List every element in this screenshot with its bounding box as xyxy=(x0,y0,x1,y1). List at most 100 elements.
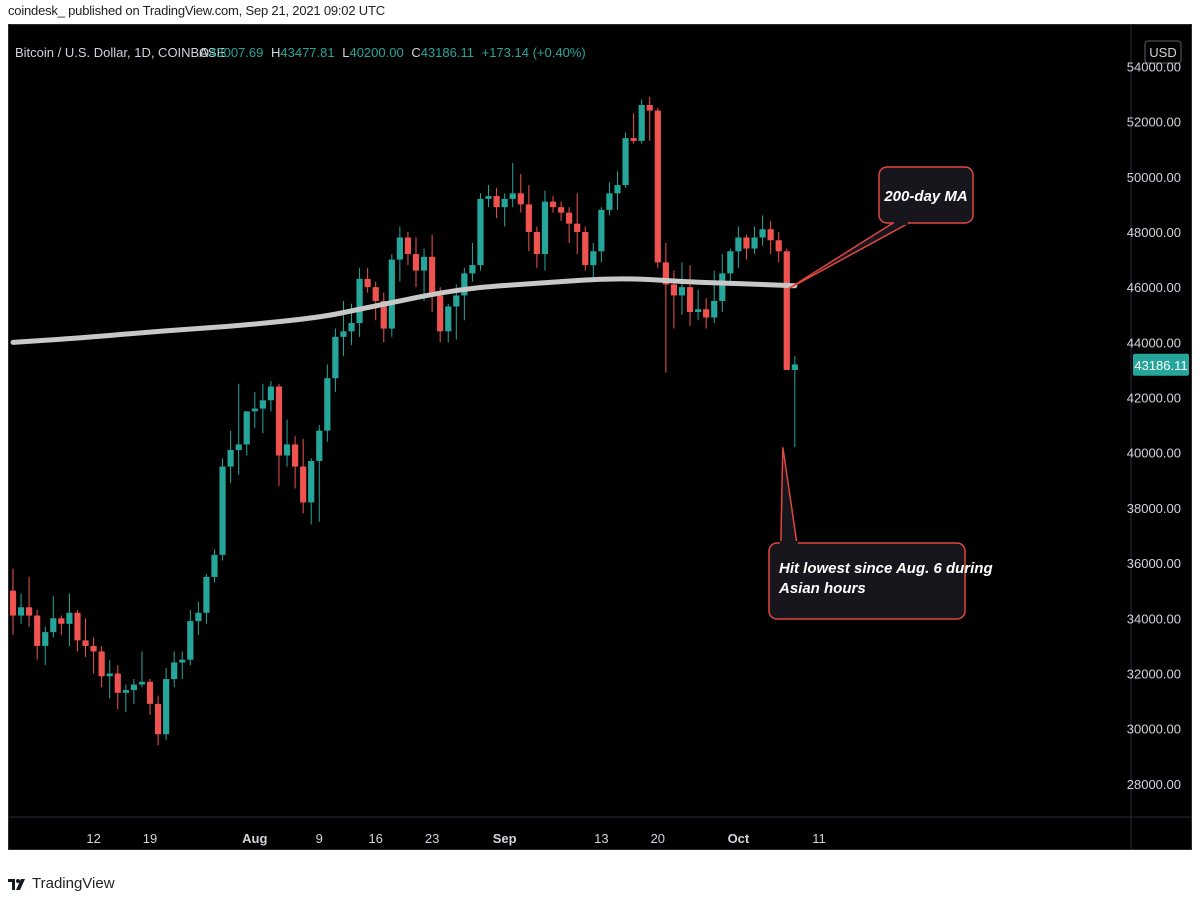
candle-body xyxy=(154,703,162,735)
annotation-low-join xyxy=(779,541,798,545)
candle-body xyxy=(146,681,154,704)
candles-layer xyxy=(9,96,798,746)
candle-body xyxy=(179,659,186,663)
candle-body xyxy=(122,690,129,693)
candle-body xyxy=(695,309,702,312)
open-value: 43007.69 xyxy=(209,45,263,60)
y-tick-label: 48000.00 xyxy=(1127,225,1181,240)
candle-body xyxy=(396,237,403,260)
currency-badge[interactable] xyxy=(1144,40,1182,64)
tradingview-logo-icon xyxy=(8,878,25,890)
x-tick-label: 11 xyxy=(812,831,826,846)
y-tick-label: 54000.00 xyxy=(1127,59,1181,74)
x-tick-label: 9 xyxy=(316,831,323,846)
candle-body xyxy=(525,204,532,232)
x-tick-label: Oct xyxy=(728,831,750,846)
footer-brand[interactable]: TradingView xyxy=(8,875,115,892)
time-axis[interactable]: 12 19 Aug 9 16 23 Sep 13 20 Oct 11 xyxy=(86,831,825,846)
candle-body xyxy=(727,251,734,274)
candle-body xyxy=(654,110,661,263)
candle-body xyxy=(686,287,694,312)
candle-body xyxy=(187,621,194,660)
candle-body xyxy=(74,612,81,641)
candle-body xyxy=(171,662,178,680)
ohlc-readout: O43007.69 H43477.81 L40200.00 C43186.11 … xyxy=(199,45,586,60)
candle-body xyxy=(557,207,565,213)
candle-body xyxy=(429,256,436,296)
candle-body xyxy=(114,673,121,693)
ma-200-line xyxy=(10,276,798,345)
low-label: L xyxy=(342,45,349,60)
candle-body xyxy=(549,201,557,208)
close-label: C xyxy=(411,45,420,60)
candle-body xyxy=(308,461,315,503)
candle-body xyxy=(300,466,307,503)
candle-body xyxy=(259,400,266,409)
candle-body xyxy=(243,411,250,445)
currency-label: USD xyxy=(1149,45,1176,60)
moving-average-layer xyxy=(10,276,798,345)
y-tick-label: 46000.00 xyxy=(1127,280,1181,295)
symbol-label: Bitcoin / U.S. Dollar, 1D, COINBASE xyxy=(15,45,226,60)
candle-body xyxy=(751,237,758,249)
candle-body xyxy=(251,408,258,412)
candle-body xyxy=(767,229,774,241)
candle-body xyxy=(791,364,798,370)
candle-body xyxy=(227,449,234,467)
price-axis[interactable]: 54000.00 52000.00 50000.00 48000.00 46000.00… xyxy=(1127,59,1181,791)
candle-body xyxy=(566,212,573,224)
x-tick-label: 16 xyxy=(368,831,382,846)
x-tick-label: 23 xyxy=(425,831,439,846)
candle-body xyxy=(437,295,444,332)
candle-body xyxy=(533,231,540,255)
annotation-low-pointer xyxy=(780,447,798,544)
candle-body xyxy=(106,673,113,677)
x-tick-label: 12 xyxy=(86,831,100,846)
candle-body xyxy=(606,193,613,210)
chart-frame[interactable]: Bitcoin / U.S. Dollar, 1D, COINBASE O430… xyxy=(8,24,1192,850)
candle-body xyxy=(66,612,73,624)
x-tick-label: 13 xyxy=(594,831,608,846)
annotation-low-text: Asian hours xyxy=(778,580,866,597)
candle-body xyxy=(9,590,17,616)
candle-body xyxy=(26,607,33,616)
candle-body xyxy=(316,430,323,462)
candlestick-chart[interactable]: Bitcoin / U.S. Dollar, 1D, COINBASE O430… xyxy=(9,25,1191,849)
candle-body xyxy=(622,138,629,186)
candle-body xyxy=(711,300,718,318)
candle-body xyxy=(58,618,65,624)
high-label: H xyxy=(271,45,280,60)
candle-body xyxy=(598,209,605,252)
candle-body xyxy=(719,273,726,301)
y-tick-label: 42000.00 xyxy=(1127,391,1181,406)
candle-body xyxy=(364,278,371,288)
candle-body xyxy=(356,278,363,324)
candle-body xyxy=(138,681,146,685)
candle-body xyxy=(50,618,57,633)
candle-body xyxy=(98,651,105,677)
candle-body xyxy=(517,193,524,205)
candle-body xyxy=(477,198,484,266)
candle-body xyxy=(590,251,597,266)
candle-body xyxy=(235,444,242,450)
candle-body xyxy=(195,612,202,622)
candle-body xyxy=(735,237,742,252)
candle-body xyxy=(267,386,275,401)
candle-body xyxy=(388,259,395,329)
candle-body xyxy=(283,444,291,456)
publisher-line: coindesk_ published on TradingView.com, … xyxy=(8,3,385,18)
candle-body xyxy=(630,138,637,141)
candle-body xyxy=(275,386,283,456)
candle-body xyxy=(541,201,549,255)
candle-body xyxy=(783,251,790,370)
candle-body xyxy=(163,679,170,735)
candle-body xyxy=(469,265,476,274)
last-price-tag: 43186.11 xyxy=(1133,353,1189,376)
annotations-layer: 200-day MA Hit lowest since Aug. 6 during… xyxy=(768,166,993,620)
annotation-ma-text: 200-day MA xyxy=(883,188,967,205)
close-value: 43186.11 xyxy=(421,45,474,60)
x-tick-label: Aug xyxy=(242,831,267,846)
annotation-low-text: Hit lowest since Aug. 6 during xyxy=(779,560,993,577)
annotation-low-box xyxy=(768,542,966,620)
candle-body xyxy=(670,284,678,296)
